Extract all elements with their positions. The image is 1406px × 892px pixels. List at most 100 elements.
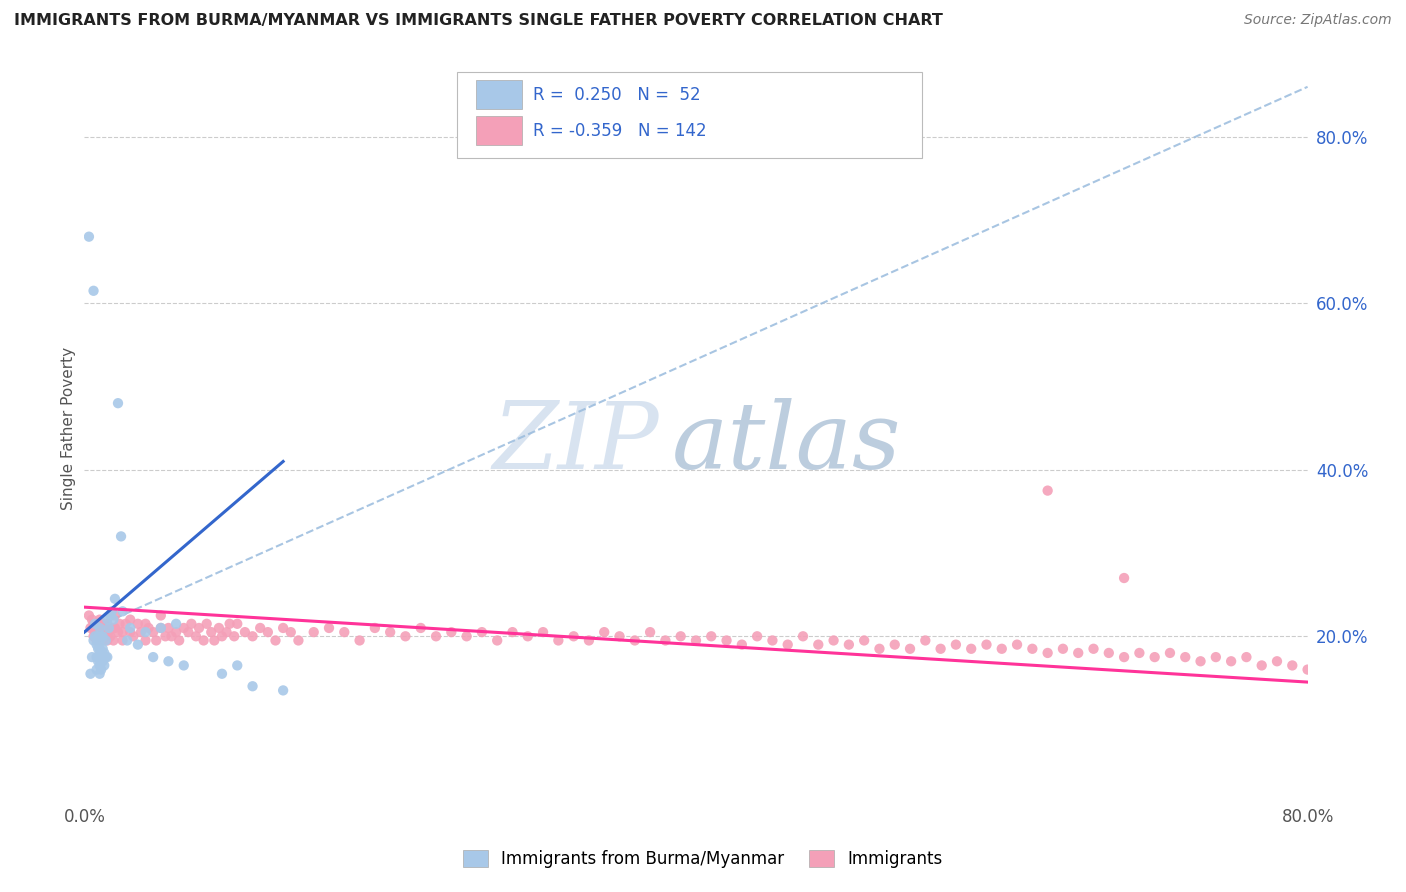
Point bbox=[425, 629, 447, 643]
Point bbox=[104, 621, 127, 635]
Point bbox=[1036, 483, 1059, 498]
Point bbox=[280, 625, 302, 640]
Point bbox=[127, 638, 149, 652]
Point bbox=[531, 625, 554, 640]
Point bbox=[87, 629, 110, 643]
Point bbox=[83, 616, 105, 631]
Point bbox=[94, 650, 117, 665]
Point bbox=[155, 629, 177, 643]
Point bbox=[242, 679, 264, 693]
Point bbox=[1220, 654, 1243, 668]
Point bbox=[84, 616, 107, 631]
Point bbox=[624, 633, 647, 648]
Point bbox=[115, 633, 138, 648]
Point bbox=[184, 629, 207, 643]
Point bbox=[193, 633, 215, 648]
Point bbox=[486, 633, 509, 648]
Text: R =  0.250   N =  52: R = 0.250 N = 52 bbox=[533, 86, 702, 103]
Point bbox=[1265, 654, 1288, 668]
Point bbox=[157, 621, 180, 635]
Point bbox=[89, 625, 111, 640]
Point bbox=[1250, 658, 1272, 673]
FancyBboxPatch shape bbox=[475, 80, 522, 109]
Point bbox=[84, 625, 107, 640]
Point bbox=[93, 646, 115, 660]
Point bbox=[202, 633, 225, 648]
Point bbox=[1021, 641, 1043, 656]
Point bbox=[898, 641, 921, 656]
Point bbox=[1281, 658, 1303, 673]
Point bbox=[1114, 571, 1136, 585]
Point bbox=[90, 629, 112, 643]
Point bbox=[165, 625, 187, 640]
Point bbox=[167, 633, 190, 648]
Point bbox=[87, 629, 110, 643]
Point bbox=[157, 654, 180, 668]
Point bbox=[394, 629, 416, 643]
FancyBboxPatch shape bbox=[457, 72, 922, 159]
Point bbox=[80, 650, 103, 665]
Point bbox=[79, 621, 101, 635]
Point bbox=[165, 616, 187, 631]
Point bbox=[98, 629, 121, 643]
Point bbox=[114, 616, 136, 631]
Point bbox=[77, 229, 100, 244]
Point bbox=[914, 633, 936, 648]
Point bbox=[120, 625, 142, 640]
Point bbox=[1174, 650, 1197, 665]
Point bbox=[89, 633, 111, 648]
Point bbox=[104, 591, 127, 606]
Point bbox=[142, 650, 165, 665]
Point bbox=[287, 633, 309, 648]
Point bbox=[94, 625, 117, 640]
Point bbox=[108, 616, 131, 631]
Point bbox=[91, 633, 114, 648]
Point bbox=[97, 621, 120, 635]
Point bbox=[83, 284, 105, 298]
Point bbox=[177, 625, 200, 640]
Text: Source: ZipAtlas.com: Source: ZipAtlas.com bbox=[1244, 13, 1392, 28]
Point bbox=[700, 629, 723, 643]
Point bbox=[84, 621, 107, 635]
Point bbox=[160, 629, 183, 643]
Point bbox=[120, 613, 142, 627]
Point bbox=[218, 616, 240, 631]
Point bbox=[89, 658, 111, 673]
Point bbox=[96, 616, 118, 631]
Point bbox=[129, 625, 152, 640]
Point bbox=[101, 604, 124, 618]
Point bbox=[1159, 646, 1181, 660]
Point bbox=[173, 621, 195, 635]
Point bbox=[792, 629, 814, 643]
Point bbox=[271, 683, 294, 698]
Point bbox=[149, 621, 172, 635]
Point bbox=[120, 621, 142, 635]
Point bbox=[111, 633, 134, 648]
Point bbox=[91, 641, 114, 656]
Point bbox=[257, 625, 280, 640]
Point bbox=[127, 616, 149, 631]
Point bbox=[110, 529, 132, 543]
Point bbox=[853, 633, 876, 648]
Point bbox=[90, 616, 112, 631]
FancyBboxPatch shape bbox=[475, 117, 522, 145]
Point bbox=[135, 616, 157, 631]
Point bbox=[91, 625, 114, 640]
Point bbox=[226, 658, 249, 673]
Point bbox=[101, 621, 124, 635]
Point bbox=[91, 654, 114, 668]
Legend: Immigrants from Burma/Myanmar, Immigrants: Immigrants from Burma/Myanmar, Immigrant… bbox=[457, 843, 949, 875]
Point bbox=[79, 666, 101, 681]
Point bbox=[380, 625, 402, 640]
Point bbox=[731, 638, 754, 652]
Point bbox=[440, 625, 463, 640]
Text: ZIP: ZIP bbox=[492, 398, 659, 488]
Point bbox=[364, 621, 387, 635]
Point bbox=[318, 621, 340, 635]
Point bbox=[654, 633, 676, 648]
Point bbox=[80, 613, 103, 627]
Point bbox=[122, 629, 145, 643]
Point bbox=[302, 625, 325, 640]
Point bbox=[89, 666, 111, 681]
Point bbox=[91, 629, 114, 643]
